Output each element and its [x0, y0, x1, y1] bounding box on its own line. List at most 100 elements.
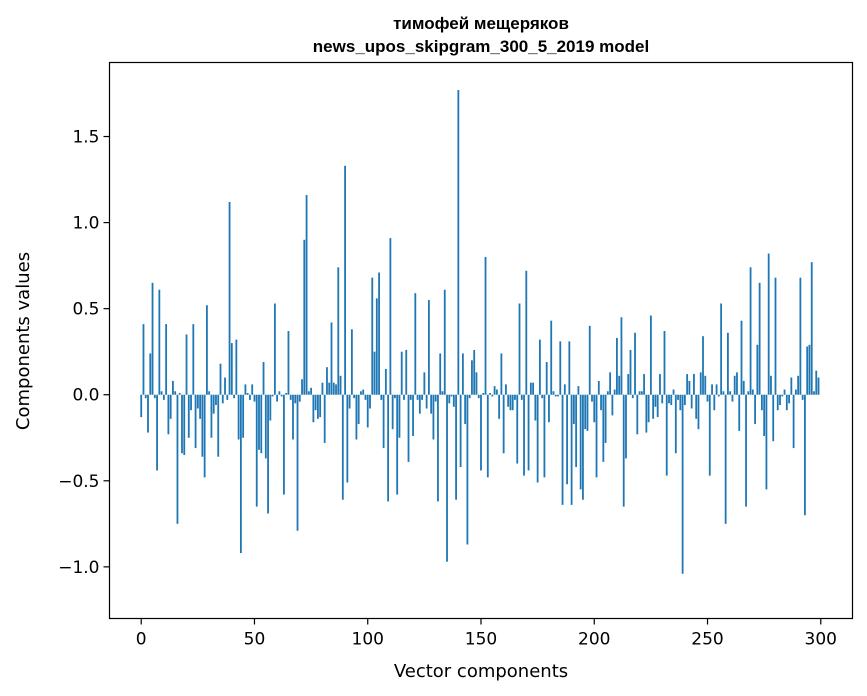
bar	[341, 394, 344, 500]
bar	[674, 394, 677, 454]
bar	[253, 394, 256, 402]
y-tick-label: 1.0	[72, 214, 99, 234]
bar	[353, 394, 356, 399]
bar	[706, 394, 709, 402]
bar	[552, 391, 555, 395]
bar	[516, 394, 519, 464]
bar	[364, 394, 367, 400]
bar	[493, 386, 496, 395]
bar	[434, 394, 437, 402]
bar	[520, 394, 523, 400]
x-tick-label: 150	[465, 630, 497, 650]
y-tick-label: −0.5	[58, 472, 99, 492]
bar	[695, 394, 698, 419]
chart-title: тимофей мещеряков	[393, 14, 569, 33]
bar	[396, 394, 399, 495]
bar	[412, 394, 414, 437]
bar	[317, 394, 319, 419]
bar	[559, 341, 562, 395]
bar	[162, 394, 165, 400]
bar	[251, 384, 254, 395]
bar	[774, 277, 777, 395]
bar	[738, 394, 741, 431]
bar	[289, 394, 292, 400]
bar	[192, 324, 195, 395]
bar	[523, 394, 525, 476]
bar	[686, 374, 689, 395]
bar	[663, 331, 666, 395]
bar	[350, 329, 353, 395]
bar	[466, 394, 469, 545]
bar	[640, 391, 643, 395]
bar	[495, 389, 498, 395]
bar	[754, 394, 756, 424]
bar	[808, 344, 811, 395]
bar	[310, 387, 313, 395]
bar	[455, 394, 457, 500]
bar	[246, 393, 249, 395]
bar	[477, 394, 480, 399]
bar	[387, 394, 390, 502]
bar	[242, 394, 245, 438]
bar	[677, 394, 679, 400]
bar	[661, 394, 664, 404]
bar	[643, 374, 645, 395]
bar	[527, 394, 530, 471]
bar	[405, 349, 408, 395]
bar	[446, 394, 448, 562]
bar	[593, 394, 596, 423]
bar	[273, 303, 276, 395]
bar	[817, 377, 820, 395]
bar	[276, 394, 279, 402]
bar	[181, 394, 183, 454]
bar	[799, 277, 802, 395]
bar	[788, 394, 790, 404]
bar	[437, 394, 439, 502]
bar	[355, 394, 358, 440]
bar	[604, 394, 607, 443]
bar	[557, 394, 559, 397]
bar	[736, 372, 738, 395]
bar	[645, 394, 648, 433]
bar	[425, 394, 428, 409]
bar	[704, 375, 707, 395]
bar	[785, 394, 788, 411]
bar	[169, 394, 172, 419]
bar	[566, 394, 568, 485]
bar	[620, 317, 623, 395]
bar	[489, 393, 491, 395]
bar	[400, 351, 403, 395]
bar	[772, 394, 775, 442]
bar	[239, 394, 242, 554]
bar	[715, 384, 718, 395]
bar	[369, 394, 371, 409]
bar	[606, 391, 609, 395]
bar	[199, 394, 202, 419]
bar	[584, 394, 587, 430]
bar	[464, 394, 467, 424]
bar	[806, 346, 809, 395]
bar	[398, 394, 401, 438]
bar	[534, 394, 537, 421]
bar	[421, 394, 424, 400]
bar	[314, 394, 317, 411]
bar	[616, 337, 618, 395]
bar	[292, 394, 294, 440]
bar	[407, 394, 410, 462]
bar	[371, 277, 374, 395]
bar	[414, 293, 417, 395]
x-tick-label: 200	[578, 630, 610, 650]
bar	[174, 391, 177, 395]
bar	[206, 305, 208, 395]
bar	[756, 344, 759, 395]
bar	[636, 394, 639, 435]
bar	[548, 394, 550, 423]
bar	[391, 394, 394, 430]
bar	[323, 394, 326, 443]
bar	[711, 384, 713, 395]
bar	[158, 289, 161, 395]
bar	[219, 363, 222, 395]
bar	[321, 382, 324, 395]
bar	[212, 394, 215, 414]
bar	[602, 394, 605, 462]
